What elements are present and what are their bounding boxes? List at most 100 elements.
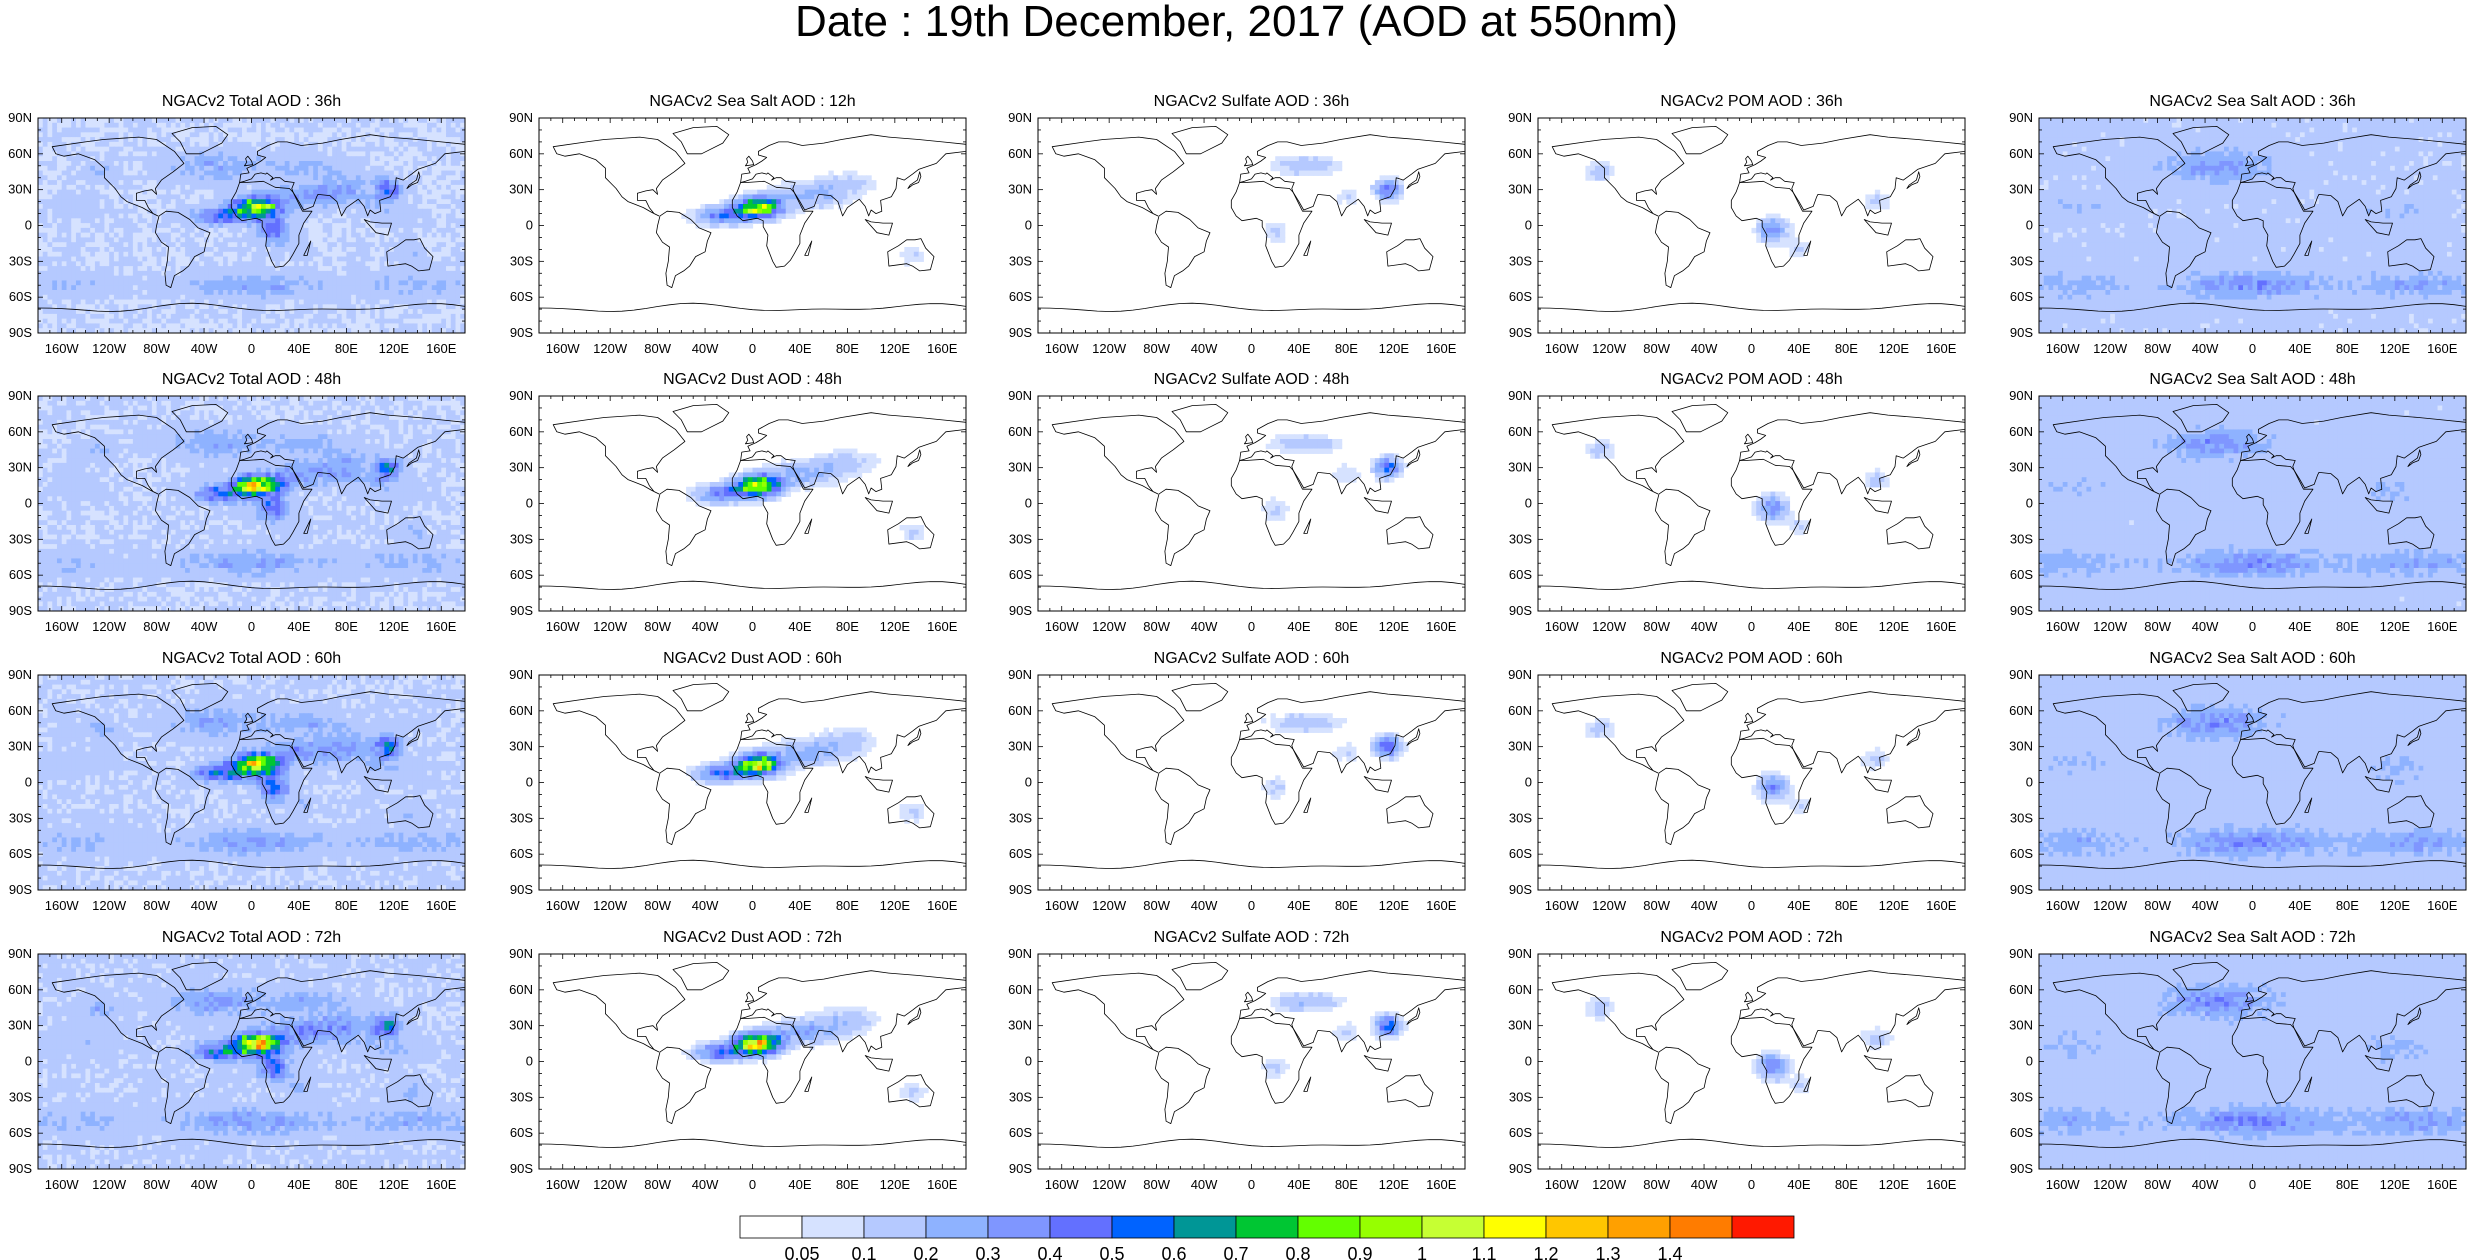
lat-tick-label: 60N xyxy=(1508,982,1532,997)
lon-tick-label: 0 xyxy=(2249,341,2256,356)
coastlines xyxy=(1038,961,1465,1148)
lat-tick-label: 60N xyxy=(1008,982,1032,997)
lon-tick-label: 40E xyxy=(1787,898,1810,913)
lon-tick-label: 80W xyxy=(2144,619,2171,634)
lon-tick-label: 80W xyxy=(1643,1177,1670,1192)
lon-tick-label: 120W xyxy=(1592,341,1627,356)
panel-title: NGACv2 Sea Salt AOD : 48h xyxy=(2039,370,2466,390)
aod-field xyxy=(1585,997,1895,1094)
lat-tick-label: 0 xyxy=(1525,775,1532,790)
lat-tick-label: 90S xyxy=(1509,1161,1532,1176)
lon-tick-label: 160E xyxy=(2427,619,2458,634)
lat-tick-label: 30S xyxy=(510,253,533,268)
lat-tick-label: 0 xyxy=(526,496,533,511)
lon-tick-label: 160E xyxy=(426,1177,457,1192)
lat-tick-label: 60S xyxy=(510,289,533,304)
lat-tick-label: 30N xyxy=(8,460,32,475)
axis-ticks xyxy=(538,395,967,612)
lon-tick-label: 40E xyxy=(1787,1177,1810,1192)
aod-field xyxy=(686,727,924,824)
panel-title: NGACv2 Sea Salt AOD : 12h xyxy=(539,92,966,112)
lat-tick-label: 90S xyxy=(1509,882,1532,897)
lat-tick-label: 30N xyxy=(1508,460,1532,475)
lon-tick-label: 40E xyxy=(1787,619,1810,634)
lat-tick-label: 30S xyxy=(1009,253,1032,268)
lon-tick-label: 40E xyxy=(788,341,811,356)
panel-title: NGACv2 Total AOD : 36h xyxy=(38,92,465,112)
lat-tick-label: 60N xyxy=(8,703,32,718)
map-panel: 90N 60N 30N 0 30S 60S 90S 160W 120W 80W 40W 0 40E 80E… xyxy=(1008,110,1466,356)
lon-tick-label: 160E xyxy=(1426,1177,1457,1192)
lon-tick-label: 120W xyxy=(1092,1177,1127,1192)
colorbar-label: 1.4 xyxy=(1657,1244,1682,1260)
aod-field xyxy=(681,1006,929,1103)
lat-tick-label: 30N xyxy=(1508,1018,1532,1033)
panel-title: NGACv2 Sulfate AOD : 36h xyxy=(1038,92,1465,112)
lat-tick-label: 60N xyxy=(8,146,32,161)
lat-tick-label: 60N xyxy=(509,703,533,718)
panel-title: NGACv2 POM AOD : 48h xyxy=(1538,370,1965,390)
aod-field xyxy=(2039,954,2466,1169)
lat-tick-label: 60N xyxy=(509,424,533,439)
lon-tick-label: 120E xyxy=(1379,1177,1410,1192)
lon-tick-label: 40W xyxy=(2192,341,2219,356)
lat-tick-label: 60N xyxy=(1508,424,1532,439)
lat-tick-label: 90N xyxy=(2009,110,2033,125)
coastlines xyxy=(38,682,465,869)
aod-field xyxy=(38,954,465,1169)
map-panel: 90N 60N 30N 0 30S 60S 90S 160W 120W 80W 40W 0 40E 80E… xyxy=(8,388,466,634)
colorbar-swatch xyxy=(1049,1215,1113,1239)
lon-tick-label: 120E xyxy=(1379,898,1410,913)
lat-tick-label: 90N xyxy=(509,388,533,403)
axis-ticks xyxy=(37,117,466,334)
lon-tick-label: 120E xyxy=(379,1177,410,1192)
lon-tick-label: 40W xyxy=(1691,898,1718,913)
lon-tick-label: 0 xyxy=(749,898,756,913)
lat-tick-label: 0 xyxy=(1025,218,1032,233)
colorbar-swatch xyxy=(925,1215,989,1239)
coastlines xyxy=(1038,403,1465,590)
lon-tick-label: 80W xyxy=(2144,341,2171,356)
panel-title: NGACv2 Sulfate AOD : 72h xyxy=(1038,928,1465,948)
lat-tick-label: 60S xyxy=(9,846,32,861)
lon-tick-label: 40W xyxy=(191,619,218,634)
coastlines xyxy=(2039,403,2466,590)
lon-tick-label: 120E xyxy=(1879,1177,1910,1192)
lon-tick-label: 0 xyxy=(248,619,255,634)
lat-tick-label: 60S xyxy=(1009,289,1032,304)
lon-tick-label: 80E xyxy=(1835,898,1858,913)
lon-tick-label: 40E xyxy=(1287,619,1310,634)
lon-tick-label: 160E xyxy=(1426,341,1457,356)
lon-tick-label: 80E xyxy=(2336,1177,2359,1192)
coastlines xyxy=(38,961,465,1148)
axis-ticks xyxy=(1537,395,1966,612)
map-panel: 90N 60N 30N 0 30S 60S 90S 160W 120W 80W 40W 0 40E 80E… xyxy=(2009,946,2467,1192)
lon-tick-label: 120W xyxy=(2093,341,2128,356)
lon-tick-label: 0 xyxy=(1248,1177,1255,1192)
lat-tick-label: 90N xyxy=(509,667,533,682)
lat-tick-label: 0 xyxy=(526,775,533,790)
lon-tick-label: 120E xyxy=(880,1177,911,1192)
coastlines xyxy=(1538,125,1965,312)
colorbar-swatch xyxy=(1173,1215,1237,1239)
lon-tick-label: 160W xyxy=(1045,898,1080,913)
aod-field xyxy=(2039,118,2466,333)
aod-field xyxy=(2039,396,2466,611)
lat-tick-label: 0 xyxy=(1525,218,1532,233)
lat-tick-label: 30N xyxy=(2009,739,2033,754)
coastlines xyxy=(1038,682,1465,869)
lon-tick-label: 160E xyxy=(2427,898,2458,913)
lon-tick-label: 120E xyxy=(379,898,410,913)
axis-ticks xyxy=(1537,117,1966,334)
aod-field xyxy=(2039,675,2466,890)
lon-tick-label: 0 xyxy=(1248,898,1255,913)
lon-tick-label: 40W xyxy=(1691,341,1718,356)
colorbar-swatch xyxy=(1545,1215,1609,1239)
lat-tick-label: 30N xyxy=(8,739,32,754)
lat-tick-label: 30N xyxy=(2009,1018,2033,1033)
lon-tick-label: 160E xyxy=(1926,619,1957,634)
lon-tick-label: 80W xyxy=(1643,898,1670,913)
lat-tick-label: 0 xyxy=(2026,1054,2033,1069)
lon-tick-label: 120E xyxy=(880,341,911,356)
lat-tick-label: 0 xyxy=(2026,775,2033,790)
